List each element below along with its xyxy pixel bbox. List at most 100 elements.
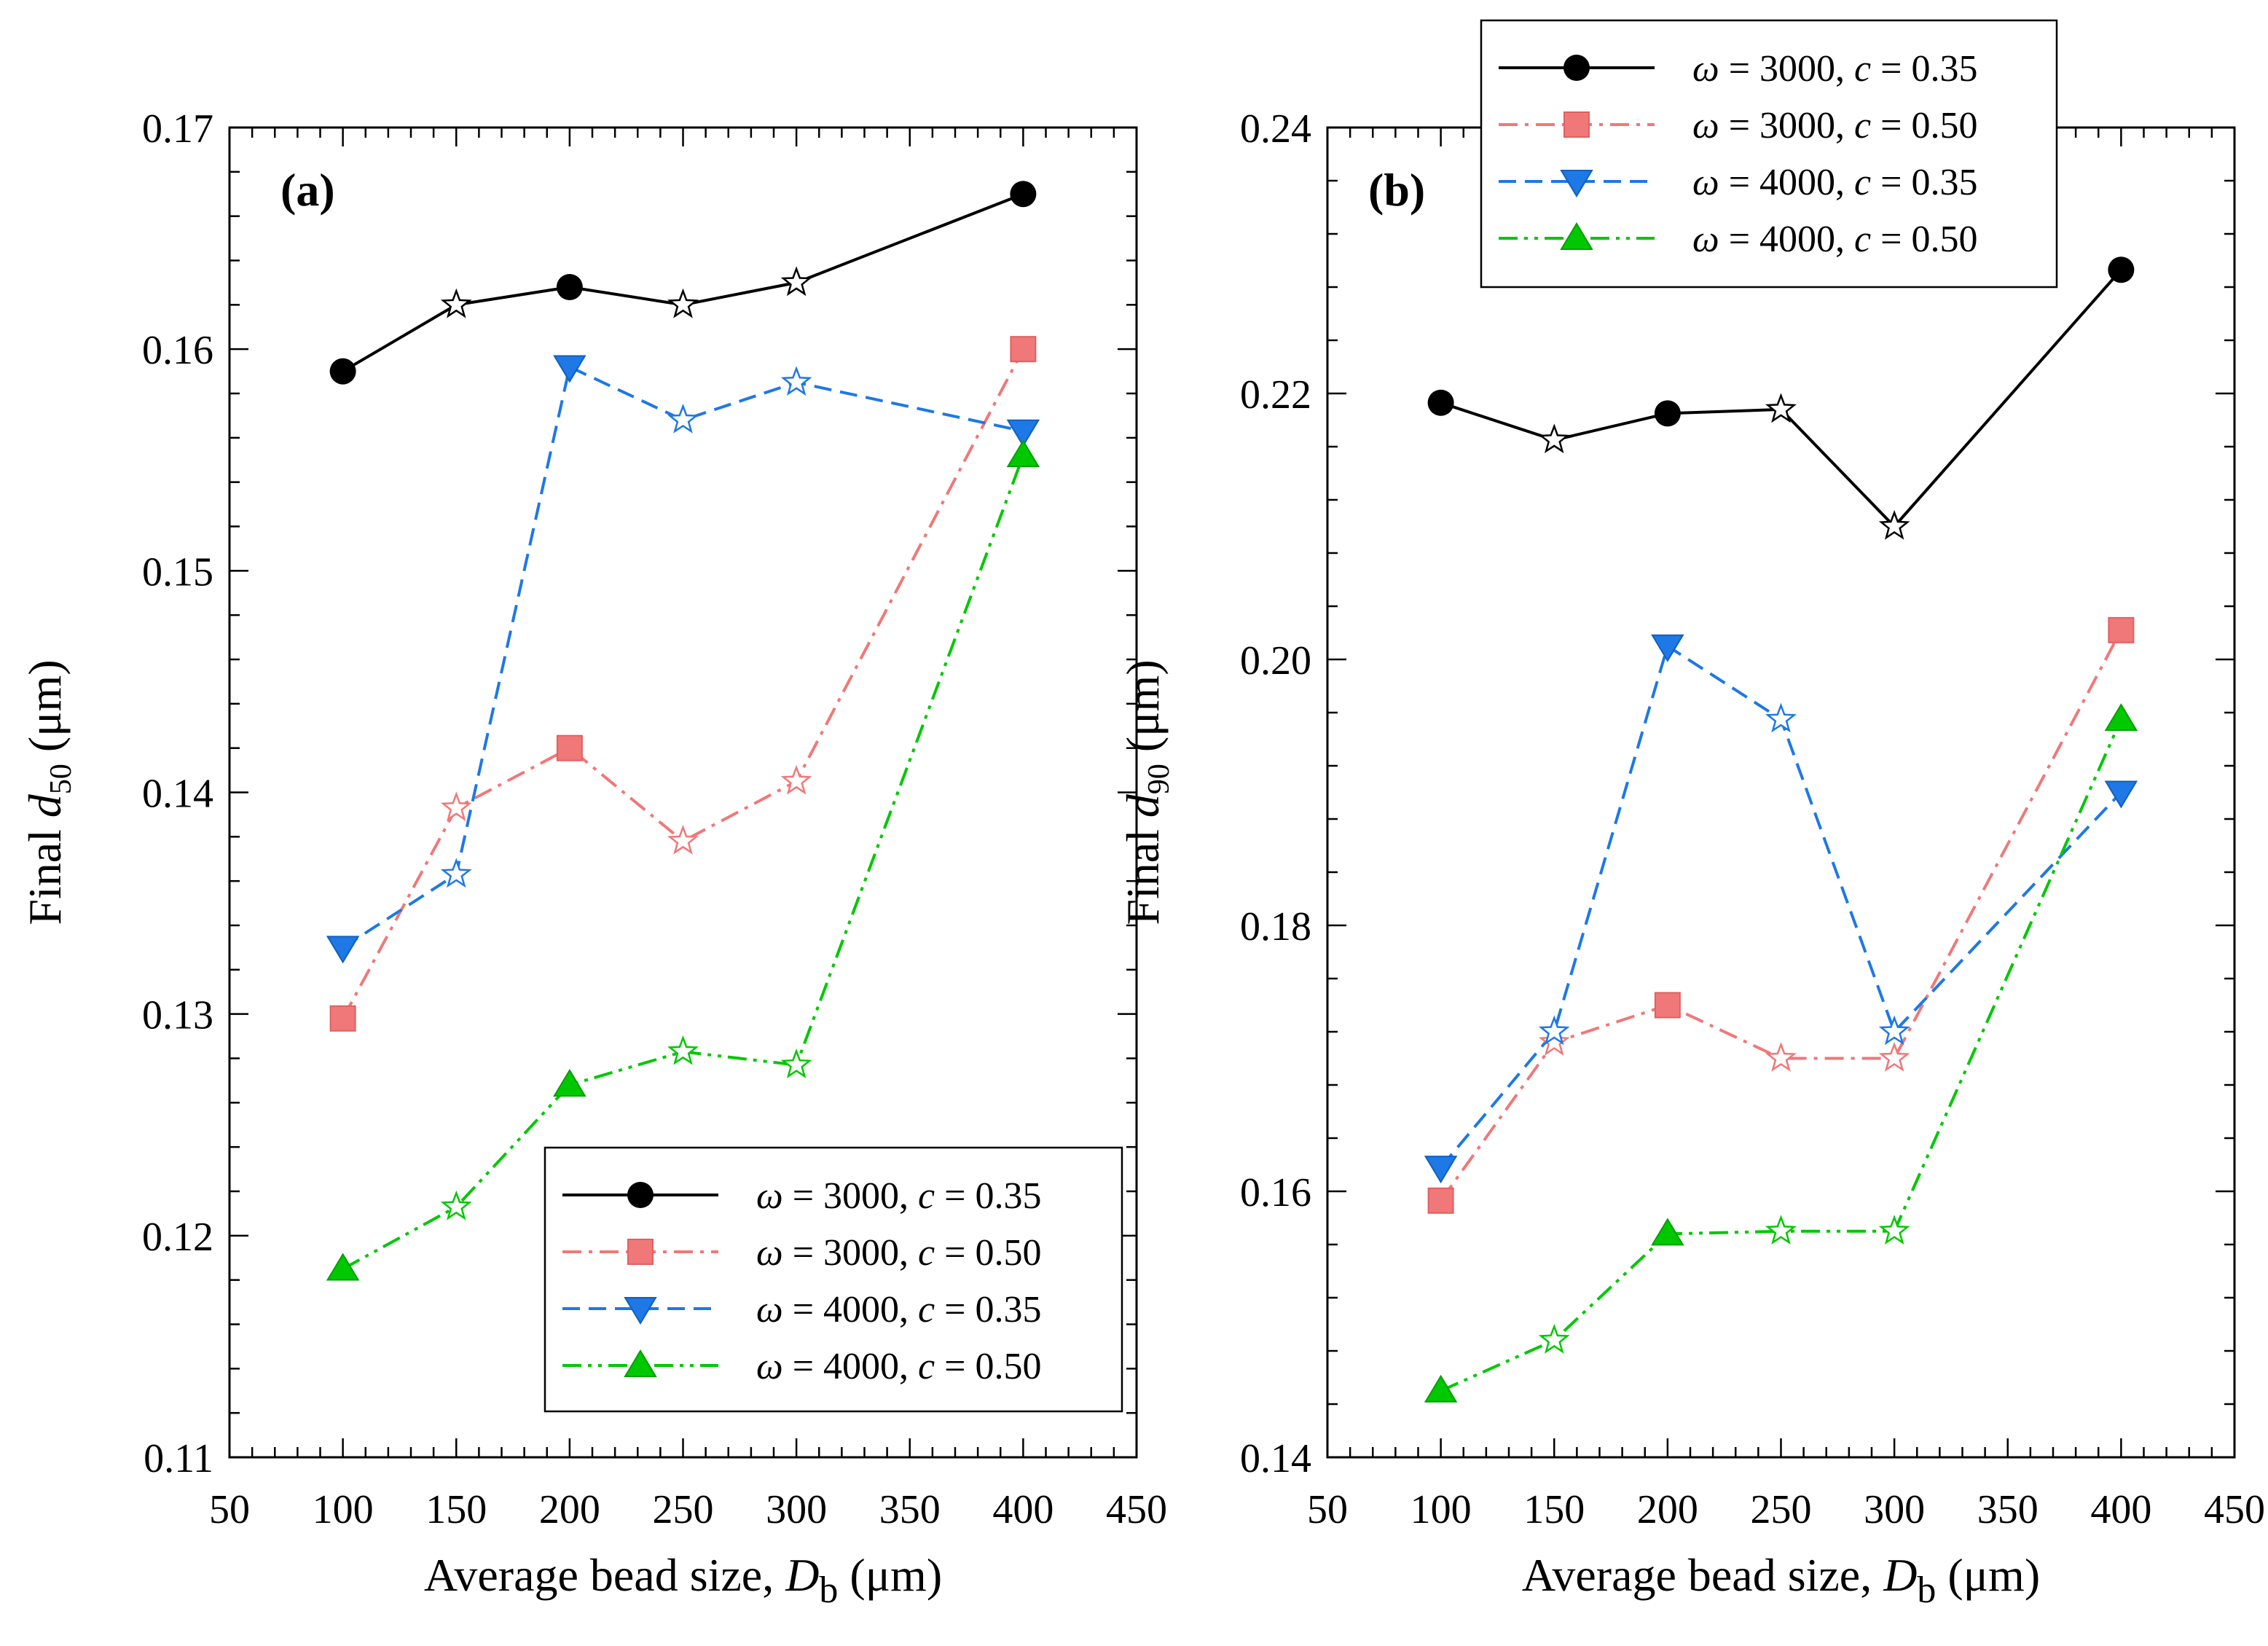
data-point-star-s0 <box>667 288 699 318</box>
data-point-star-s1 <box>440 791 472 822</box>
data-point-s3 <box>1424 1374 1458 1403</box>
legend-label-0: ω = 3000, c = 0.35 <box>756 1175 1041 1217</box>
data-point-star-s2 <box>1765 702 1797 733</box>
y-tick-label: 0.12 <box>142 1215 213 1260</box>
data-point-s2 <box>1651 634 1684 662</box>
data-point-s2 <box>2104 780 2138 809</box>
legend-marker-0 <box>1563 55 1590 81</box>
legend-marker-1 <box>1563 111 1590 138</box>
x-tick-label: 150 <box>1523 1487 1585 1532</box>
data-point-star-s1 <box>1878 1041 1910 1072</box>
legend-marker-1 <box>627 1239 654 1265</box>
data-point-s0 <box>1010 181 1037 208</box>
x-tick-label: 100 <box>313 1487 374 1532</box>
data-point-s2 <box>1424 1156 1458 1184</box>
x-tick-label: 100 <box>1410 1487 1472 1532</box>
data-point-s2 <box>1006 419 1040 447</box>
data-point-star-s3 <box>780 1049 812 1078</box>
x-tick-label: 350 <box>1977 1487 2039 1532</box>
data-point-s3 <box>1651 1218 1684 1246</box>
x-tick-label: 400 <box>2090 1487 2151 1532</box>
x-tick-label: 200 <box>1637 1487 1698 1532</box>
data-point-star-s0 <box>1538 423 1570 454</box>
x-axis-title: Average bead size, Db (μm) <box>1522 1549 2040 1611</box>
legend-label-1: ω = 3000, c = 0.50 <box>1692 105 1977 146</box>
data-point-s1 <box>1654 992 1681 1019</box>
x-tick-label: 250 <box>653 1487 714 1532</box>
x-tick-label: 450 <box>1106 1487 1167 1532</box>
y-tick-label: 0.18 <box>1240 904 1311 949</box>
data-point-star-s1 <box>1538 1026 1570 1056</box>
data-point-star-s0 <box>1878 509 1910 540</box>
series-line-2 <box>342 364 1024 949</box>
legend: ω = 3000, c = 0.35 ω = 3000, c = 0.50 ω = … <box>1480 19 2058 289</box>
data-point-star-s2 <box>440 858 472 888</box>
x-tick-label: 50 <box>209 1487 250 1532</box>
x-tick-label: 400 <box>992 1487 1053 1532</box>
x-tick-label: 450 <box>2204 1487 2265 1532</box>
chart-panel-0: 50 100 150 200 250 300 350 400 450 0.11 0.12 0.13 0.… <box>19 106 1167 1611</box>
legend-label-3: ω = 4000, c = 0.50 <box>756 1346 1041 1387</box>
data-point-s1 <box>556 734 583 761</box>
data-point-s2 <box>553 355 586 383</box>
panel-label: (b) <box>1368 164 1425 216</box>
y-tick-label: 0.14 <box>142 772 213 817</box>
data-point-s0 <box>1427 389 1454 416</box>
series-line-3 <box>342 455 1025 1271</box>
data-point-star-s2 <box>1538 1015 1570 1046</box>
data-point-star-s3 <box>440 1190 472 1220</box>
y-tick-label: 0.13 <box>142 993 213 1038</box>
panel-label: (a) <box>280 164 335 216</box>
legend-label-0: ω = 3000, c = 0.35 <box>1692 48 1977 90</box>
legend-label-1: ω = 3000, c = 0.50 <box>756 1232 1041 1274</box>
x-axis-title: Average bead size, Db (μm) <box>424 1549 942 1611</box>
data-point-star-s0 <box>1765 393 1797 423</box>
data-point-star-s3 <box>667 1035 699 1065</box>
legend: ω = 3000, c = 0.35 ω = 3000, c = 0.50 ω = … <box>544 1146 1123 1413</box>
legend-marker-0 <box>627 1182 654 1208</box>
series-line-0 <box>342 192 1024 373</box>
data-point-star-s1 <box>1765 1041 1797 1072</box>
legend-marker-3 <box>624 1349 657 1377</box>
legend-marker-2 <box>1560 170 1593 197</box>
series-line-1 <box>341 348 1025 1019</box>
data-point-s0 <box>2108 256 2135 283</box>
data-point-star-s3 <box>1538 1323 1570 1354</box>
x-tick-label: 200 <box>539 1487 600 1532</box>
data-point-s0 <box>556 274 583 300</box>
data-point-s1 <box>1427 1187 1454 1214</box>
data-point-star-s2 <box>667 403 699 434</box>
data-point-star-s2 <box>1878 1015 1910 1046</box>
series-line-1 <box>1439 629 2123 1202</box>
legend-marker-2 <box>624 1297 657 1325</box>
x-tick-label: 300 <box>1864 1487 1925 1532</box>
data-point-star-s0 <box>780 266 812 297</box>
data-point-star-s0 <box>440 288 472 318</box>
data-point-s1 <box>2108 616 2135 643</box>
legend-marker-3 <box>1560 222 1593 250</box>
data-point-star-s2 <box>780 366 812 396</box>
data-point-s0 <box>1654 400 1681 427</box>
data-point-s1 <box>329 1005 356 1032</box>
x-tick-label: 300 <box>766 1487 827 1532</box>
data-point-s1 <box>1010 336 1037 363</box>
legend-label-2: ω = 4000, c = 0.35 <box>1692 162 1977 203</box>
data-point-s3 <box>1006 439 1040 468</box>
series-line-3 <box>1440 718 2123 1392</box>
y-axis-title: Final d50 (μm) <box>19 659 78 925</box>
x-tick-label: 350 <box>879 1487 941 1532</box>
data-point-star-s1 <box>780 764 812 795</box>
data-point-star-s3 <box>1878 1215 1910 1245</box>
y-tick-label: 0.17 <box>142 106 213 152</box>
data-point-s3 <box>553 1069 586 1097</box>
x-tick-label: 50 <box>1307 1487 1348 1532</box>
data-point-s2 <box>326 936 360 964</box>
data-point-s3 <box>2104 703 2138 732</box>
x-tick-label: 250 <box>1751 1487 1812 1532</box>
data-point-star-s3 <box>1765 1215 1797 1245</box>
data-point-s3 <box>326 1253 360 1281</box>
series-line-0 <box>1440 268 2122 529</box>
y-tick-label: 0.14 <box>1240 1436 1311 1481</box>
plot-frame <box>1326 126 2236 1459</box>
